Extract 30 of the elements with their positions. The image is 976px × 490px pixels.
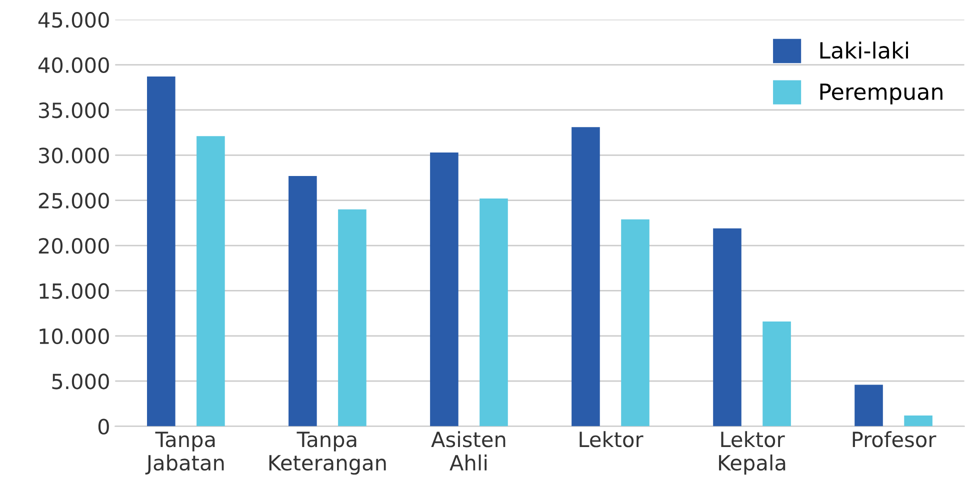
bar [713, 228, 742, 426]
bar [147, 76, 176, 426]
y-tick-label: 40.000 [38, 57, 109, 73]
bar [904, 415, 932, 426]
y-tick-label: 15.000 [40, 283, 109, 299]
bar [762, 321, 791, 426]
x-tick-label: Profesor [852, 431, 936, 448]
bar [621, 219, 650, 426]
bar [288, 176, 317, 426]
bar [338, 209, 366, 426]
y-tick-label: 10.000 [40, 328, 109, 344]
y-tick-label: 0 [98, 418, 109, 435]
bar [480, 198, 508, 426]
x-tick-label: Lektor [580, 431, 644, 448]
x-tick-label: Tanpa Jabatan [145, 432, 224, 474]
y-tick-label: 45.000 [38, 12, 109, 28]
y-tick-label: 5.000 [52, 374, 109, 390]
bar [572, 127, 600, 426]
y-tick-label: 30.000 [39, 148, 109, 164]
bar [430, 152, 458, 426]
bar [196, 136, 225, 426]
y-tick-label: 20.000 [38, 238, 109, 254]
y-tick-label: 25.000 [38, 192, 109, 209]
x-tick-label: Tanpa Keterangan [269, 432, 386, 475]
y-tick-label: 35.000 [39, 102, 109, 118]
x-tick-label: Asisten Ahli [431, 431, 506, 470]
legend-label: Laki-laki [820, 42, 908, 59]
x-tick-label: Lektor Kepala [719, 431, 786, 475]
bar [854, 384, 883, 426]
legend-label: Perempuan [820, 84, 942, 104]
